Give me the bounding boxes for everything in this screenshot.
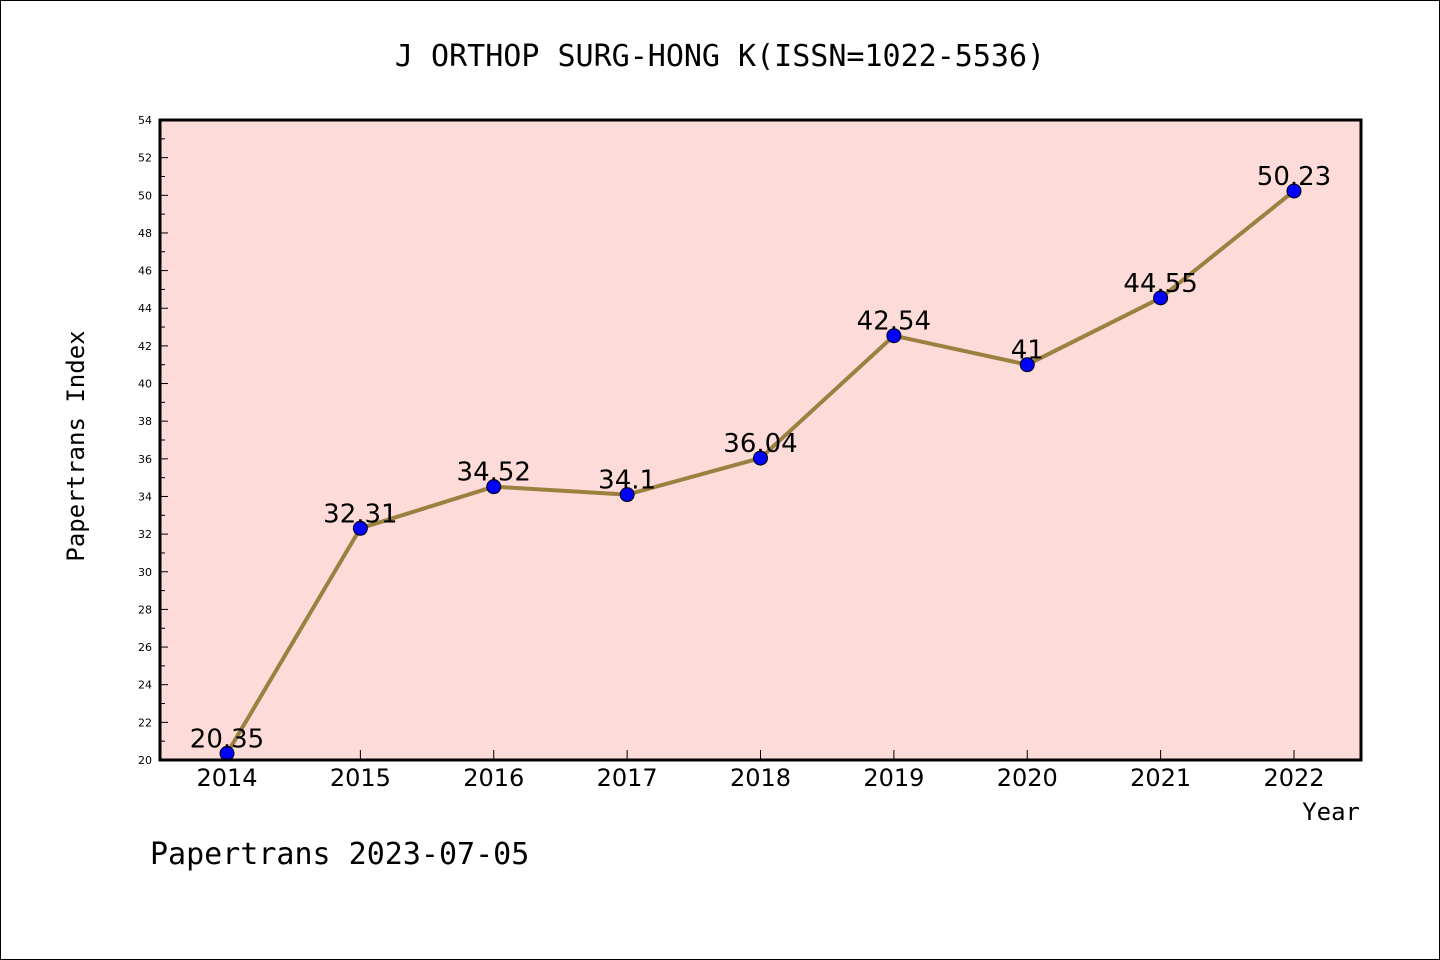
y-tick-label: 42 xyxy=(138,340,152,353)
data-point xyxy=(886,328,902,344)
data-point xyxy=(1019,357,1035,373)
y-tick-label: 46 xyxy=(138,265,152,278)
y-axis-label: Papertrans Index xyxy=(62,330,90,561)
y-tick-label: 24 xyxy=(138,679,152,692)
data-value-label: 32.31 xyxy=(323,499,397,529)
x-tick-label: 2022 xyxy=(1263,764,1324,792)
data-point xyxy=(1153,290,1169,306)
data-value-label: 41 xyxy=(1011,336,1044,366)
x-tick-label: 2020 xyxy=(997,764,1058,792)
y-tick-label: 30 xyxy=(138,566,152,579)
data-point xyxy=(1286,183,1302,199)
y-axis-ticks: 20 22 24 26 28 30 32 34 36 38 40 42 44 46 48 50 52 54 xyxy=(138,114,168,767)
x-tick-label: 2019 xyxy=(863,764,924,792)
data-value-label: 42.54 xyxy=(857,307,931,337)
data-value-label: 34.1 xyxy=(598,466,656,496)
y-tick-label: 40 xyxy=(138,378,152,391)
data-value-label: 50.23 xyxy=(1257,162,1331,192)
x-axis-label: Year xyxy=(1302,798,1360,826)
data-markers xyxy=(219,183,1302,761)
y-tick-label: 52 xyxy=(138,152,152,165)
x-tick-label: 2016 xyxy=(463,764,524,792)
y-tick-label: 28 xyxy=(138,603,152,616)
y-tick-label: 34 xyxy=(138,490,152,503)
x-tick-label: 2014 xyxy=(196,764,257,792)
data-point xyxy=(486,479,502,495)
data-value-label: 20.35 xyxy=(190,724,264,754)
x-axis-ticks: 2014 2015 2016 2017 2018 2019 2020 2021 2022 xyxy=(196,750,1325,792)
y-tick-label: 44 xyxy=(138,302,152,315)
data-value-label: 34.52 xyxy=(457,458,531,488)
data-value-label: 44.55 xyxy=(1123,269,1197,299)
y-tick-label: 38 xyxy=(138,415,152,428)
x-tick-label: 2017 xyxy=(597,764,658,792)
plot-area xyxy=(160,120,1361,760)
data-point xyxy=(753,450,768,466)
x-tick-label: 2021 xyxy=(1130,764,1191,792)
footer-text: Papertrans 2023-07-05 xyxy=(150,837,529,872)
y-tick-label: 26 xyxy=(138,641,152,654)
data-labels: 20.35 32.31 34.52 34.1 36.04 42.54 41 44.55 50.2… xyxy=(190,162,1331,754)
y-tick-label: 20 xyxy=(138,754,152,767)
y-tick-label: 54 xyxy=(138,114,152,127)
plot-border xyxy=(158,118,1363,762)
y-tick-label: 36 xyxy=(138,453,152,466)
chart-title: J ORTHOP SURG-HONG K(ISSN=1022-5536) xyxy=(395,39,1045,74)
y-tick-label: 50 xyxy=(138,189,152,202)
data-point xyxy=(619,487,635,503)
y-tick-label: 22 xyxy=(138,716,152,729)
y-tick-label: 48 xyxy=(138,227,152,240)
x-tick-label: 2015 xyxy=(330,764,391,792)
data-point xyxy=(352,520,368,536)
y-tick-label: 32 xyxy=(138,528,152,541)
x-tick-label: 2018 xyxy=(730,764,791,792)
data-value-label: 36.04 xyxy=(723,429,797,459)
